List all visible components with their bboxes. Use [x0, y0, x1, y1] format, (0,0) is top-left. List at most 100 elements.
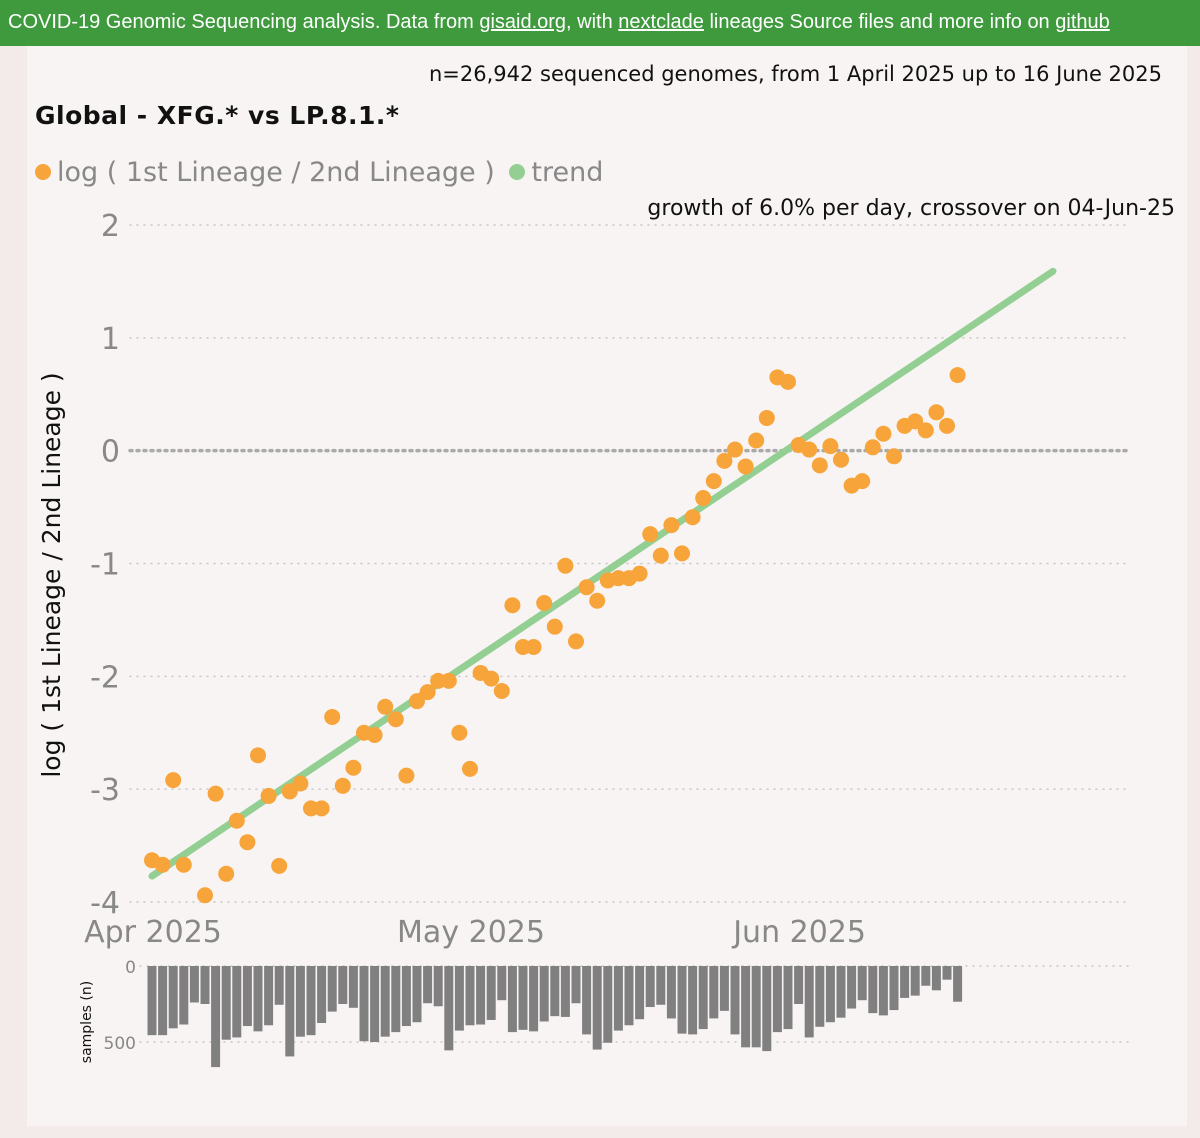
sample-bar — [147, 966, 157, 1036]
data-point — [875, 425, 892, 442]
data-point — [854, 473, 871, 490]
sample-bar — [719, 966, 729, 1011]
y-tick-label: 1 — [101, 322, 120, 357]
data-point — [313, 800, 330, 817]
sample-bar — [603, 966, 613, 1043]
sample-bar — [317, 966, 327, 1023]
data-point — [727, 441, 743, 458]
data-point — [695, 490, 712, 507]
sample-bar — [295, 966, 305, 1037]
sample-bar — [698, 966, 708, 1030]
x-tick-label: Apr 2025 — [84, 915, 222, 950]
data-point — [907, 413, 924, 430]
x-tick-label: May 2025 — [397, 915, 545, 950]
data-point — [409, 693, 425, 710]
sample-bar — [370, 966, 380, 1042]
data-point — [663, 517, 680, 534]
data-point — [218, 865, 235, 882]
banner-text-3: lineages Source files and more info on — [703, 11, 1056, 33]
data-point — [928, 404, 945, 421]
sample-bar — [444, 966, 454, 1051]
data-point — [334, 777, 351, 794]
data-point — [440, 672, 457, 689]
data-point — [260, 787, 277, 804]
sample-bar — [518, 966, 528, 1030]
data-point — [737, 458, 754, 475]
sample-bar — [582, 966, 592, 1035]
data-point — [716, 452, 733, 469]
banner-text-1: COVID-19 Genomic Sequencing analysis. Da… — [8, 11, 480, 33]
data-point — [780, 373, 796, 390]
data-point — [684, 509, 701, 526]
data-point — [886, 448, 902, 465]
genome-count-info: n=26,942 sequenced genomes, from 1 April… — [428, 62, 1162, 86]
data-point — [165, 772, 182, 789]
sample-bar — [338, 966, 348, 1004]
sample-bar — [772, 966, 782, 1033]
legend-item-trend: trend — [509, 157, 603, 188]
data-point — [324, 708, 341, 725]
sample-bar — [433, 966, 443, 1007]
data-point — [419, 684, 436, 701]
legend-points-label: log ( 1st Lineage / 2nd Lineage ) — [57, 156, 495, 188]
sample-bar — [486, 966, 496, 1020]
data-point — [864, 439, 881, 456]
data-point — [387, 711, 404, 728]
sample-bar — [953, 966, 963, 1002]
y-axis-label: log ( 1st Lineage / 2nd Lineage ) — [37, 372, 66, 777]
data-point — [207, 785, 224, 802]
sample-bar — [815, 966, 825, 1027]
sample-bar — [730, 966, 740, 1035]
y-tick-label: 2 — [101, 209, 120, 244]
sample-bar — [931, 966, 941, 991]
data-point — [250, 747, 266, 764]
sample-bar — [666, 966, 676, 1019]
sample-bar — [242, 966, 252, 1027]
y-tick-label: 0 — [101, 435, 120, 470]
sample-bar — [476, 966, 486, 1025]
growth-annotation: growth of 6.0% per day, crossover on 04-… — [647, 196, 1175, 221]
data-point — [462, 760, 478, 777]
chart-title: Global - XFG.* vs LP.8.1.* — [35, 101, 400, 130]
data-point — [154, 856, 171, 873]
data-point — [175, 856, 192, 873]
sample-bar — [232, 966, 242, 1038]
gisaid-link[interactable]: gisaid.org — [479, 11, 567, 33]
sample-bar — [264, 966, 274, 1026]
legend-trend-marker — [509, 164, 526, 180]
data-point — [398, 767, 415, 784]
sample-bar — [306, 966, 316, 1036]
sample-bar — [359, 966, 369, 1042]
sample-bar — [613, 966, 623, 1031]
sample-bar — [285, 966, 295, 1057]
sample-bar — [348, 966, 358, 1008]
data-point — [917, 422, 934, 439]
sample-bar — [529, 966, 539, 1032]
sample-bar — [709, 966, 719, 1019]
y-tick-label: -4 — [90, 886, 120, 921]
sample-bar — [762, 966, 772, 1052]
github-link[interactable]: github — [1055, 11, 1110, 33]
data-point — [578, 579, 595, 596]
y-tick-label: -3 — [90, 773, 120, 808]
legend: log ( 1st Lineage / 2nd Lineage ) trend — [35, 156, 609, 188]
bar-y-tick-label: 500 — [104, 1034, 136, 1054]
nextclade-link[interactable]: nextclade — [618, 11, 704, 33]
sample-bar — [189, 966, 199, 1003]
data-point — [939, 417, 955, 434]
sample-bar — [179, 966, 189, 1025]
data-point — [589, 592, 606, 609]
sample-bar — [221, 966, 231, 1040]
legend-trend-label: trend — [531, 156, 604, 188]
data-point — [758, 409, 775, 426]
data-point — [197, 887, 213, 904]
y-tick-label: -1 — [90, 548, 120, 583]
data-point — [345, 759, 362, 776]
sample-bar — [412, 966, 422, 1023]
sample-bar — [900, 966, 910, 998]
sample-bar — [825, 966, 835, 1023]
data-point — [748, 432, 765, 449]
sample-bar — [571, 966, 581, 1004]
sample-bar — [635, 966, 645, 1020]
